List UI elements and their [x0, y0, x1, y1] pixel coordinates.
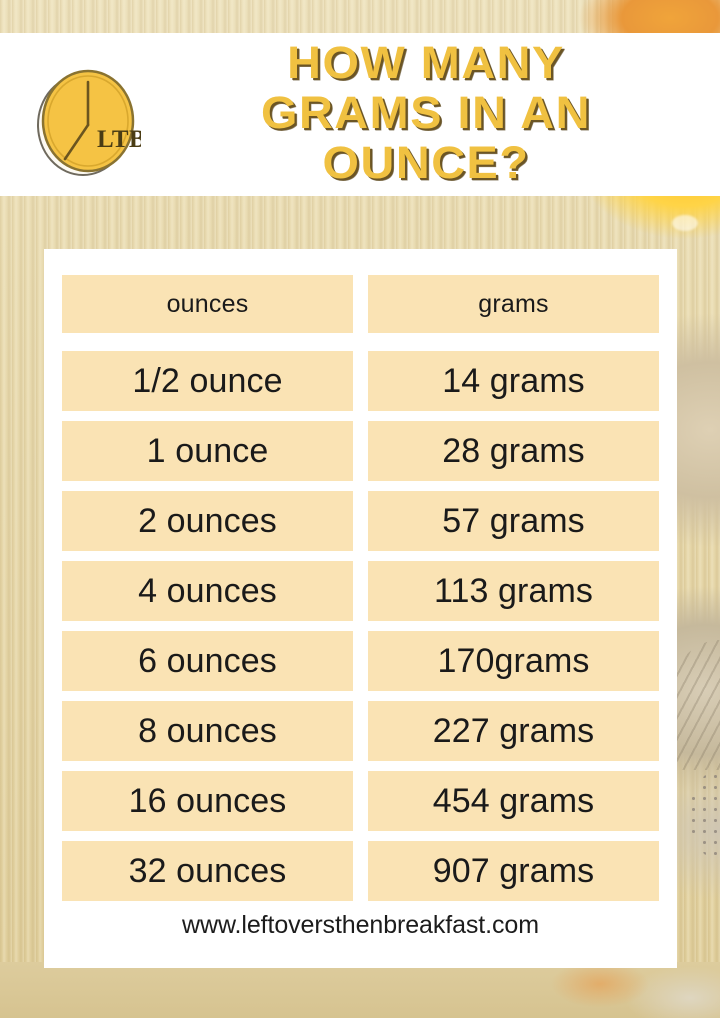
table-row: 16 ounces 454 grams: [62, 771, 659, 831]
table-header-row: ounces grams: [62, 275, 659, 333]
cell-grams: 907 grams: [368, 841, 659, 901]
egg-yolk-highlight: [672, 215, 698, 231]
cell-ounces: 1 ounce: [62, 421, 353, 481]
column-header-ounces: ounces: [62, 275, 353, 333]
logo-monogram: LTB: [97, 126, 141, 153]
cell-grams: 14 grams: [368, 351, 659, 411]
table-row: 2 ounces 57 grams: [62, 491, 659, 551]
page-title-line-2: GRAMS IN AN: [260, 87, 592, 138]
table-row: 4 ounces 113 grams: [62, 561, 659, 621]
whisk-icon: [672, 640, 720, 770]
cell-ounces: 6 ounces: [62, 631, 353, 691]
page-title-line-1: HOW MANY: [287, 37, 565, 88]
conversion-table-card: ounces grams 1/2 ounce 14 grams 1 ounce …: [44, 249, 677, 968]
cell-ounces: 8 ounces: [62, 701, 353, 761]
cell-grams: 454 grams: [368, 771, 659, 831]
cell-grams: 28 grams: [368, 421, 659, 481]
cell-ounces: 16 ounces: [62, 771, 353, 831]
table-row: 1/2 ounce 14 grams: [62, 351, 659, 411]
cell-grams: 113 grams: [368, 561, 659, 621]
conversion-table: ounces grams 1/2 ounce 14 grams 1 ounce …: [62, 275, 659, 940]
column-header-grams: grams: [368, 275, 659, 333]
cell-grams: 57 grams: [368, 491, 659, 551]
cell-ounces: 32 ounces: [62, 841, 353, 901]
table-row: 8 ounces 227 grams: [62, 701, 659, 761]
table-row: 1 ounce 28 grams: [62, 421, 659, 481]
site-url: www.leftoversthenbreakfast.com: [182, 911, 539, 939]
cell-grams: 227 grams: [368, 701, 659, 761]
cell-ounces: 1/2 ounce: [62, 351, 353, 411]
brand-logo-icon: LTB: [37, 69, 141, 176]
cell-ounces: 4 ounces: [62, 561, 353, 621]
page-title-line-3: OUNCE?: [322, 137, 530, 188]
table-row: 32 ounces 907 grams: [62, 841, 659, 901]
table-row: 6 ounces 170grams: [62, 631, 659, 691]
page-title: HOW MANY GRAMS IN AN OUNCE?: [176, 38, 675, 188]
cell-grams: 170grams: [368, 631, 659, 691]
cell-ounces: 2 ounces: [62, 491, 353, 551]
bottom-wood-strip: [0, 962, 720, 1018]
